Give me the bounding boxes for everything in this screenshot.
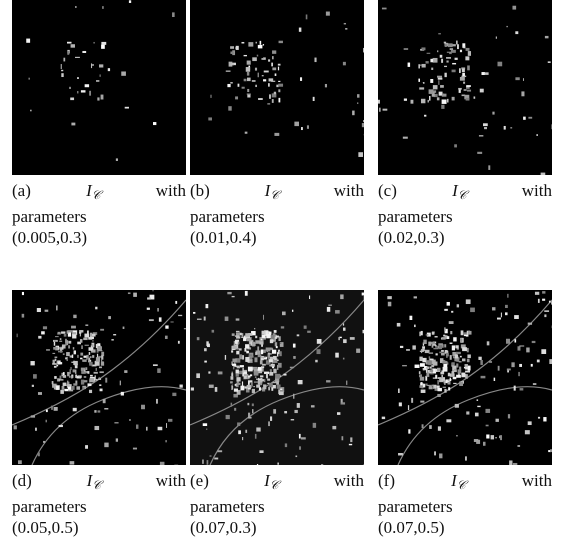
caption-line: (a) I𝒞 with [12,180,186,206]
caption-text: parameters [190,207,265,226]
subfigure-label: (f) [378,471,395,490]
caption: (b) I𝒞 with parameters (0.01,0.4) [190,180,364,248]
caption: (e) I𝒞 with parameters (0.07,0.3) [190,470,364,538]
satellite-image [378,0,552,175]
subfigure: (d) I𝒞 with parameters (0.05,0.5) [12,290,186,538]
satellite-image [12,290,186,465]
symbol-main: I [264,471,270,490]
caption-line: (e) I𝒞 with [190,470,364,496]
caption-word: with [155,181,186,200]
caption-params: (0.005,0.3) [12,228,88,247]
subfigure-label: (e) [190,471,209,490]
symbol-subscript: 𝒞 [91,188,101,202]
subfigure-label: (c) [378,181,397,200]
subfigure: (e) I𝒞 with parameters (0.07,0.3) [190,290,364,538]
caption-params: (0.07,0.5) [378,518,445,537]
subfigure-label: (a) [12,181,31,200]
caption-word: with [333,181,364,200]
symbol-subscript: 𝒞 [269,478,279,492]
caption: (d) I𝒞 with parameters (0.05,0.5) [12,470,186,538]
symbol: I𝒞 [451,470,465,496]
symbol-main: I [86,181,92,200]
satellite-image [12,0,186,175]
caption-line: (b) I𝒞 with [190,180,364,206]
caption-params: (0.02,0.3) [378,228,445,247]
caption-text: parameters [378,497,453,516]
symbol: I𝒞 [86,180,100,206]
subfigure-label: (d) [12,471,32,490]
caption-text: parameters [12,497,87,516]
symbol-subscript: 𝒞 [456,478,466,492]
caption-line: (f) I𝒞 with [378,470,552,496]
caption-text: parameters [12,207,87,226]
caption-params: (0.07,0.3) [190,518,257,537]
symbol-main: I [451,471,457,490]
caption-word: with [333,471,364,490]
symbol: I𝒞 [87,470,101,496]
symbol-main: I [86,471,93,490]
symbol-subscript: 𝒞 [457,188,467,202]
subfigure: (f) I𝒞 with parameters (0.07,0.5) [378,290,552,538]
subfigure: (c) I𝒞 with parameters (0.02,0.3) [378,0,552,248]
caption: (f) I𝒞 with parameters (0.07,0.5) [378,470,552,538]
caption-word: with [155,471,186,490]
caption-line: (c) I𝒞 with [378,180,552,206]
symbol-main: I [452,181,458,200]
subfigure: (b) I𝒞 with parameters (0.01,0.4) [190,0,364,248]
symbol-subscript: 𝒞 [270,188,279,202]
symbol-subscript: 𝒞 [92,478,101,492]
symbol: I𝒞 [265,180,279,206]
symbol-main: I [264,181,271,200]
caption-text: parameters [378,207,453,226]
caption-params: (0.05,0.5) [12,518,79,537]
subfigure: (a) I𝒞 with parameters (0.005,0.3) [12,0,186,248]
caption-word: with [521,181,552,200]
caption-line: (d) I𝒞 with [12,470,186,496]
symbol: I𝒞 [452,180,466,206]
caption-text: parameters [190,497,265,516]
caption-params: (0.01,0.4) [190,228,257,247]
symbol: I𝒞 [264,470,278,496]
caption: (a) I𝒞 with parameters (0.005,0.3) [12,180,186,248]
satellite-image [190,290,364,465]
caption: (c) I𝒞 with parameters (0.02,0.3) [378,180,552,248]
satellite-image [190,0,364,175]
subfigure-label: (b) [190,181,210,200]
satellite-image [378,290,552,465]
caption-word: with [521,471,552,490]
